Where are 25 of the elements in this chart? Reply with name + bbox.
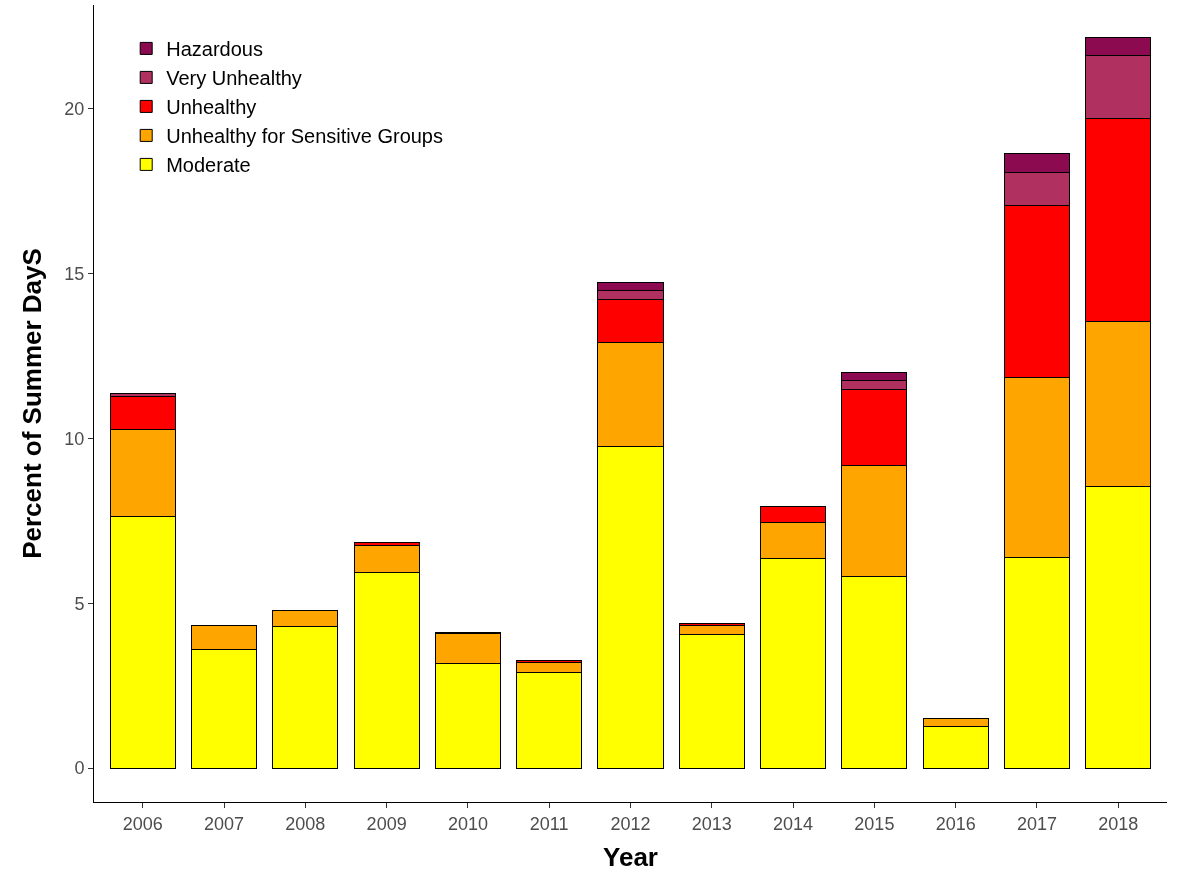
x-tick-label: 2007 [204,813,245,834]
legend-label: Very Unhealthy [166,67,302,90]
x-axis-title: Year [603,842,658,873]
x-tick-label: 2016 [935,813,976,834]
x-tick-label: 2011 [529,813,569,834]
y-tick-label: 15 [64,263,85,284]
x-tick-label: 2014 [773,813,814,834]
x-tick-label: 2018 [1098,813,1139,834]
y-tick-label: 0 [74,758,85,779]
x-tick-label: 2015 [854,813,895,834]
x-tick-label: 2010 [447,813,488,834]
legend-label: Unhealthy [166,96,257,119]
y-axis-title: Percent of Summer DayS [16,248,47,559]
x-tick-label: 2008 [285,813,326,834]
x-tick-label: 2012 [610,813,651,834]
x-tick-label: 2013 [691,813,732,834]
y-tick-label: 20 [64,99,85,120]
x-tick-label: 2017 [1016,813,1057,834]
legend-label: Unhealthy for Sensitive Groups [166,125,443,148]
y-tick-label: 10 [64,428,85,449]
x-tick-label: 2006 [122,813,163,834]
legend-label: Moderate [166,154,251,177]
x-tick-label: 2009 [366,813,407,834]
legend-label: Hazardous [166,38,263,61]
y-tick-label: 5 [74,593,85,614]
